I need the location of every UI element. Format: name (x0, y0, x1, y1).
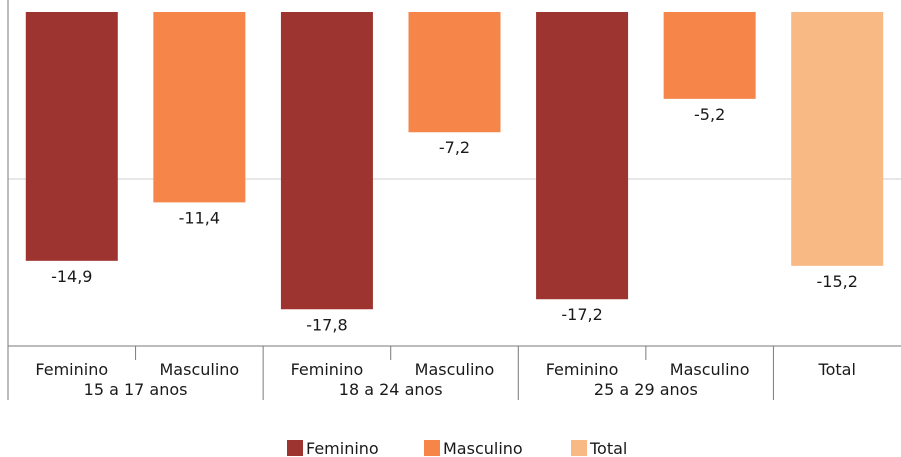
category-labels: Feminino Masculino Feminino Masculino Femini… (35, 360, 855, 399)
value-label: -11,4 (179, 208, 220, 227)
value-label: -17,8 (306, 315, 347, 334)
legend-swatch (571, 440, 587, 456)
category-label: Feminino (546, 360, 619, 379)
legend-label: Feminino (306, 439, 379, 457)
value-label: -5,2 (694, 105, 725, 124)
legend-label: Masculino (443, 439, 523, 457)
value-labels: -14,9 -11,4 -17,8 -7,2 -17,2 -5,2 -15,2 (51, 105, 858, 334)
category-label: Masculino (670, 360, 750, 379)
bar (408, 12, 501, 133)
value-label: -15,2 (817, 272, 858, 291)
category-label: Feminino (35, 360, 108, 379)
bars (25, 12, 884, 310)
value-label: -17,2 (561, 305, 602, 324)
bar (791, 12, 884, 266)
value-label: -7,2 (439, 138, 470, 157)
bar (663, 12, 756, 99)
legend: Feminino Masculino Total (287, 439, 627, 457)
bar (25, 12, 118, 261)
bar (153, 12, 246, 203)
legend-swatch (424, 440, 440, 456)
group-label: 15 a 17 anos (84, 380, 188, 399)
bar (280, 12, 373, 310)
x-axis (8, 345, 901, 400)
legend-label: Total (589, 439, 627, 457)
bar (536, 12, 629, 300)
legend-swatch (287, 440, 303, 456)
value-label: -14,9 (51, 267, 92, 286)
group-label: 25 a 29 anos (594, 380, 698, 399)
category-label: Masculino (160, 360, 240, 379)
group-label: 18 a 24 anos (339, 380, 443, 399)
category-label: Feminino (291, 360, 364, 379)
category-label: Total (818, 360, 856, 379)
category-label: Masculino (415, 360, 495, 379)
